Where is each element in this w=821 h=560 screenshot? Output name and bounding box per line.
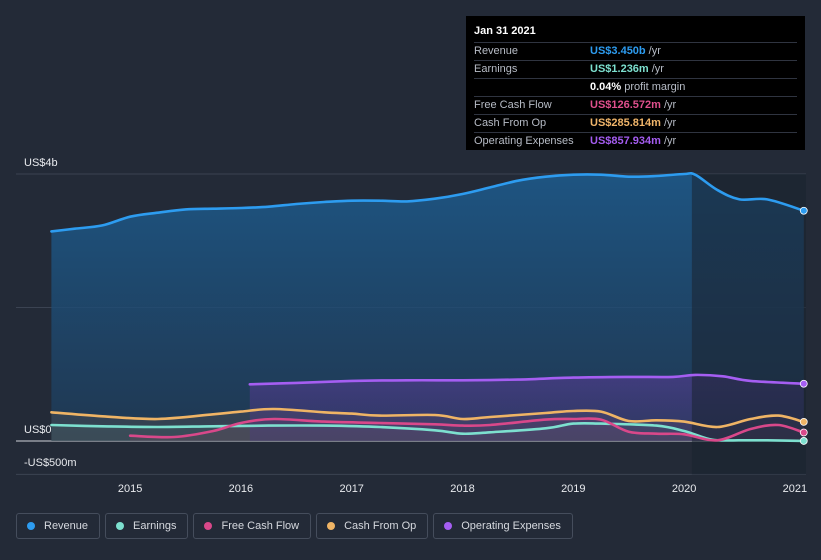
tooltip-label: Revenue bbox=[474, 45, 519, 57]
tooltip-label bbox=[474, 79, 590, 96]
tooltip-row-cash-from-op: Cash From Op US$285.814m/yr bbox=[474, 115, 797, 133]
legend-label: Free Cash Flow bbox=[221, 520, 300, 532]
tooltip-label: Earnings bbox=[474, 63, 518, 75]
tooltip-value: US$857.934m bbox=[590, 135, 661, 147]
x-axis: 2015 2016 2017 2018 2019 2020 2021 bbox=[118, 483, 807, 495]
revenue-line bbox=[50, 171, 806, 233]
series-areas bbox=[51, 173, 804, 441]
legend-item-revenue[interactable]: Revenue bbox=[16, 513, 101, 539]
tooltip-date: Jan 31 2021 bbox=[474, 22, 797, 43]
tooltip-label: Free Cash Flow bbox=[474, 99, 552, 111]
tooltip-value: US$1.236m bbox=[590, 63, 649, 75]
cash-from-op-line bbox=[50, 407, 806, 429]
legend-dot-icon bbox=[327, 522, 336, 530]
x-tick-2019: 2019 bbox=[561, 483, 585, 495]
x-tick-2021: 2021 bbox=[783, 483, 807, 495]
revenue-area bbox=[51, 173, 804, 441]
legend-dot-icon bbox=[444, 522, 453, 530]
legend-label: Revenue bbox=[44, 520, 89, 532]
legend-label: Earnings bbox=[133, 520, 177, 532]
legend-item-cash-from-op[interactable]: Cash From Op bbox=[316, 513, 429, 539]
tooltip-row-profit-margin: 0.04% profit margin bbox=[474, 79, 797, 97]
tooltip-value: US$126.572m bbox=[590, 99, 661, 111]
tooltip-row-operating-expenses: Operating Expenses US$857.934m/yr bbox=[474, 133, 797, 150]
y-label-top: US$4b bbox=[24, 157, 58, 169]
tooltip-row-revenue: Revenue US$3.450b/yr bbox=[474, 43, 797, 61]
legend-label: Operating Expenses bbox=[461, 520, 561, 532]
y-label-zero: US$0 bbox=[24, 424, 52, 436]
x-tick-2016: 2016 bbox=[229, 483, 253, 495]
tooltip-unit: profit margin bbox=[624, 81, 686, 93]
x-tick-2020: 2020 bbox=[672, 483, 696, 495]
tooltip-value: US$285.814m bbox=[590, 117, 661, 129]
legend-dot-icon bbox=[116, 522, 125, 530]
y-label-bottom: -US$500m bbox=[24, 457, 77, 469]
operating-expenses-end-point bbox=[799, 379, 808, 388]
tooltip-value: US$3.450b bbox=[590, 45, 646, 57]
tooltip-label: Cash From Op bbox=[474, 117, 547, 129]
forecast-region bbox=[691, 174, 806, 475]
free-cash-flow-line bbox=[128, 417, 806, 442]
tooltip-label: Operating Expenses bbox=[474, 135, 574, 147]
legend: Revenue Earnings Free Cash Flow Cash From O… bbox=[16, 513, 578, 541]
cash-from-op-end-point bbox=[799, 418, 808, 426]
series-end-markers bbox=[799, 206, 808, 445]
revenue-end-point bbox=[799, 206, 808, 215]
x-tick-2017: 2017 bbox=[339, 483, 363, 495]
legend-item-free-cash-flow[interactable]: Free Cash Flow bbox=[193, 513, 312, 539]
legend-item-operating-expenses[interactable]: Operating Expenses bbox=[433, 513, 573, 539]
legend-item-earnings[interactable]: Earnings bbox=[105, 513, 189, 539]
tooltip-unit: /yr bbox=[663, 117, 677, 129]
x-tick-2015: 2015 bbox=[118, 483, 142, 495]
tooltip-unit: /yr bbox=[651, 63, 664, 75]
operating-expenses-line bbox=[248, 373, 806, 386]
earnings-end-point bbox=[799, 437, 808, 445]
legend-dot-icon bbox=[27, 522, 35, 530]
tooltip-value: 0.04% bbox=[590, 81, 622, 93]
legend-dot-icon bbox=[204, 522, 213, 530]
x-tick-2018: 2018 bbox=[450, 483, 474, 495]
free-cash-flow-end-point bbox=[799, 428, 808, 437]
tooltip-unit: /yr bbox=[663, 99, 677, 111]
tooltip-unit: /yr bbox=[648, 45, 661, 57]
tooltip-unit: /yr bbox=[663, 135, 677, 147]
legend-label: Cash From Op bbox=[344, 520, 417, 532]
tooltip-row-earnings: Earnings US$1.236m/yr bbox=[474, 61, 797, 79]
tooltip-row-free-cash-flow: Free Cash Flow US$126.572m/yr bbox=[474, 97, 797, 115]
tooltip: Jan 31 2021 Revenue US$3.450b/yr Earnings U… bbox=[466, 16, 805, 150]
series-lines bbox=[50, 171, 806, 443]
